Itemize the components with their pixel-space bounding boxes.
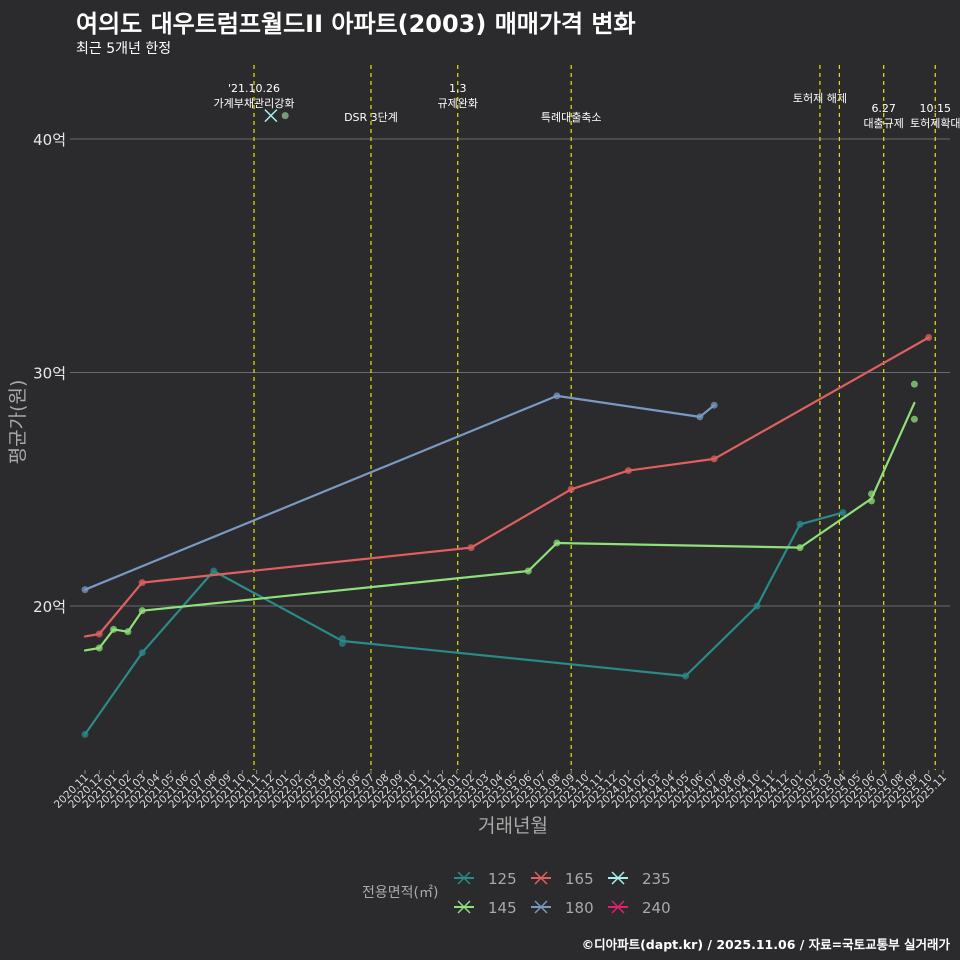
series-point-145 bbox=[553, 539, 561, 547]
extra-point bbox=[281, 112, 289, 120]
y-tick-label: 40억 bbox=[33, 131, 66, 149]
series-point-145 bbox=[524, 567, 532, 575]
series-point-165 bbox=[567, 485, 575, 493]
event-label: 토허제 해제 bbox=[793, 91, 847, 105]
legend-key-mark-180 bbox=[534, 900, 548, 914]
event-label: 토허제확대 bbox=[910, 117, 960, 130]
series-point-145 bbox=[910, 380, 918, 388]
series-point-165 bbox=[624, 467, 632, 475]
chart-subtitle: 최근 5개년 한정 bbox=[76, 41, 172, 57]
series-point-125 bbox=[210, 567, 218, 575]
series-point-180 bbox=[696, 413, 704, 421]
series-point-145 bbox=[95, 644, 103, 652]
series-layer bbox=[81, 109, 933, 738]
legend-label-180: 180 bbox=[565, 899, 594, 917]
event-label: 규제완화 bbox=[437, 97, 477, 110]
series-point-125 bbox=[138, 649, 146, 657]
grid-layer bbox=[70, 138, 950, 607]
event-label: DSR 3단계 bbox=[344, 111, 398, 124]
series-line-125 bbox=[83, 511, 845, 736]
series-point-145 bbox=[796, 544, 804, 552]
series-point-145 bbox=[110, 625, 118, 633]
series-point-165 bbox=[467, 544, 475, 552]
legend-title: 전용면적(㎡) bbox=[362, 885, 438, 901]
legend-label-145: 145 bbox=[488, 899, 517, 917]
event-label: 가계부채관리강화 bbox=[214, 97, 295, 110]
event-label: '21.10.26 bbox=[228, 82, 280, 95]
series-point-145 bbox=[124, 628, 132, 636]
y-tick-label: 30억 bbox=[33, 365, 66, 383]
legend-key-mark-145 bbox=[457, 900, 471, 914]
event-label: 특례대출축소 bbox=[541, 111, 602, 124]
series-point-165 bbox=[95, 630, 103, 638]
legend-label-165: 165 bbox=[565, 870, 594, 888]
event-label: 10.15 bbox=[920, 102, 952, 115]
series-line-145 bbox=[83, 401, 916, 652]
event-label: 대출규제 bbox=[863, 117, 903, 130]
x-axis-title: 거래년월 bbox=[478, 815, 548, 837]
series-point-165 bbox=[138, 579, 146, 587]
y-axis: 20억 30억 40억 bbox=[33, 131, 66, 616]
series-point-180 bbox=[710, 401, 718, 409]
legend: 전용면적(㎡) 125 145 165 180 235 240 bbox=[362, 870, 671, 917]
legend-key-mark-165 bbox=[534, 871, 548, 885]
legend-key-mark-240 bbox=[611, 900, 625, 914]
series-line-180 bbox=[83, 394, 716, 591]
event-label: 1.3 bbox=[449, 82, 467, 95]
series-point-165 bbox=[925, 333, 933, 341]
chart-title: 여의도 대우트럼프월드II 아파트(2003) 매매가격 변화 bbox=[76, 10, 636, 38]
series-point-145 bbox=[910, 415, 918, 423]
x-axis: 2020.112020.122021.012021.022021.032021.… bbox=[52, 770, 949, 811]
series-point-165 bbox=[710, 455, 718, 463]
series-point-125 bbox=[338, 639, 346, 647]
legend-label-125: 125 bbox=[488, 870, 517, 888]
legend-label-235: 235 bbox=[642, 870, 671, 888]
series-point-180 bbox=[81, 586, 89, 594]
series-point-125 bbox=[81, 730, 89, 738]
y-axis-title: 평균가(원) bbox=[7, 380, 29, 465]
series-point-235 bbox=[264, 109, 278, 123]
series-point-125 bbox=[753, 602, 761, 610]
legend-label-240: 240 bbox=[642, 899, 671, 917]
source-caption: ©디아파트(dapt.kr) / 2025.11.06 / 자료=국토교통부 실… bbox=[581, 937, 950, 952]
series-point-125 bbox=[839, 509, 847, 517]
y-tick-label: 20억 bbox=[33, 598, 66, 616]
legend-key-mark-235 bbox=[611, 871, 625, 885]
series-point-180 bbox=[553, 392, 561, 400]
series-point-145 bbox=[138, 607, 146, 615]
series-line-165 bbox=[83, 336, 930, 638]
series-point-125 bbox=[682, 672, 690, 680]
series-point-145 bbox=[868, 490, 875, 498]
event-label: 6.27 bbox=[871, 102, 896, 115]
series-point-145 bbox=[868, 497, 875, 505]
legend-key-mark-125 bbox=[457, 871, 471, 885]
series-point-125 bbox=[796, 520, 804, 528]
